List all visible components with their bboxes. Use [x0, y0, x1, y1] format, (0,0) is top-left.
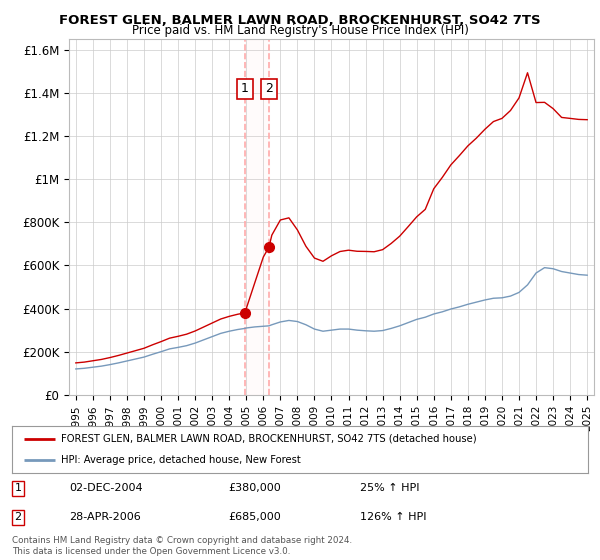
Text: 02-DEC-2004: 02-DEC-2004 [69, 483, 143, 493]
Text: FOREST GLEN, BALMER LAWN ROAD, BROCKENHURST, SO42 7TS: FOREST GLEN, BALMER LAWN ROAD, BROCKENHU… [59, 14, 541, 27]
Text: 2: 2 [265, 82, 273, 95]
Text: FOREST GLEN, BALMER LAWN ROAD, BROCKENHURST, SO42 7TS (detached house): FOREST GLEN, BALMER LAWN ROAD, BROCKENHU… [61, 434, 476, 444]
Text: 28-APR-2006: 28-APR-2006 [69, 512, 141, 522]
Text: Contains HM Land Registry data © Crown copyright and database right 2024.
This d: Contains HM Land Registry data © Crown c… [12, 536, 352, 556]
Text: 25% ↑ HPI: 25% ↑ HPI [360, 483, 419, 493]
Bar [245, 39, 269, 395]
Text: £685,000: £685,000 [228, 512, 281, 522]
Text: 126% ↑ HPI: 126% ↑ HPI [360, 512, 427, 522]
Text: HPI: Average price, detached house, New Forest: HPI: Average price, detached house, New … [61, 455, 301, 465]
Text: £380,000: £380,000 [228, 483, 281, 493]
Text: 1: 1 [14, 483, 22, 493]
Text: 1: 1 [241, 82, 249, 95]
Text: Price paid vs. HM Land Registry's House Price Index (HPI): Price paid vs. HM Land Registry's House … [131, 24, 469, 36]
Text: 2: 2 [14, 512, 22, 522]
